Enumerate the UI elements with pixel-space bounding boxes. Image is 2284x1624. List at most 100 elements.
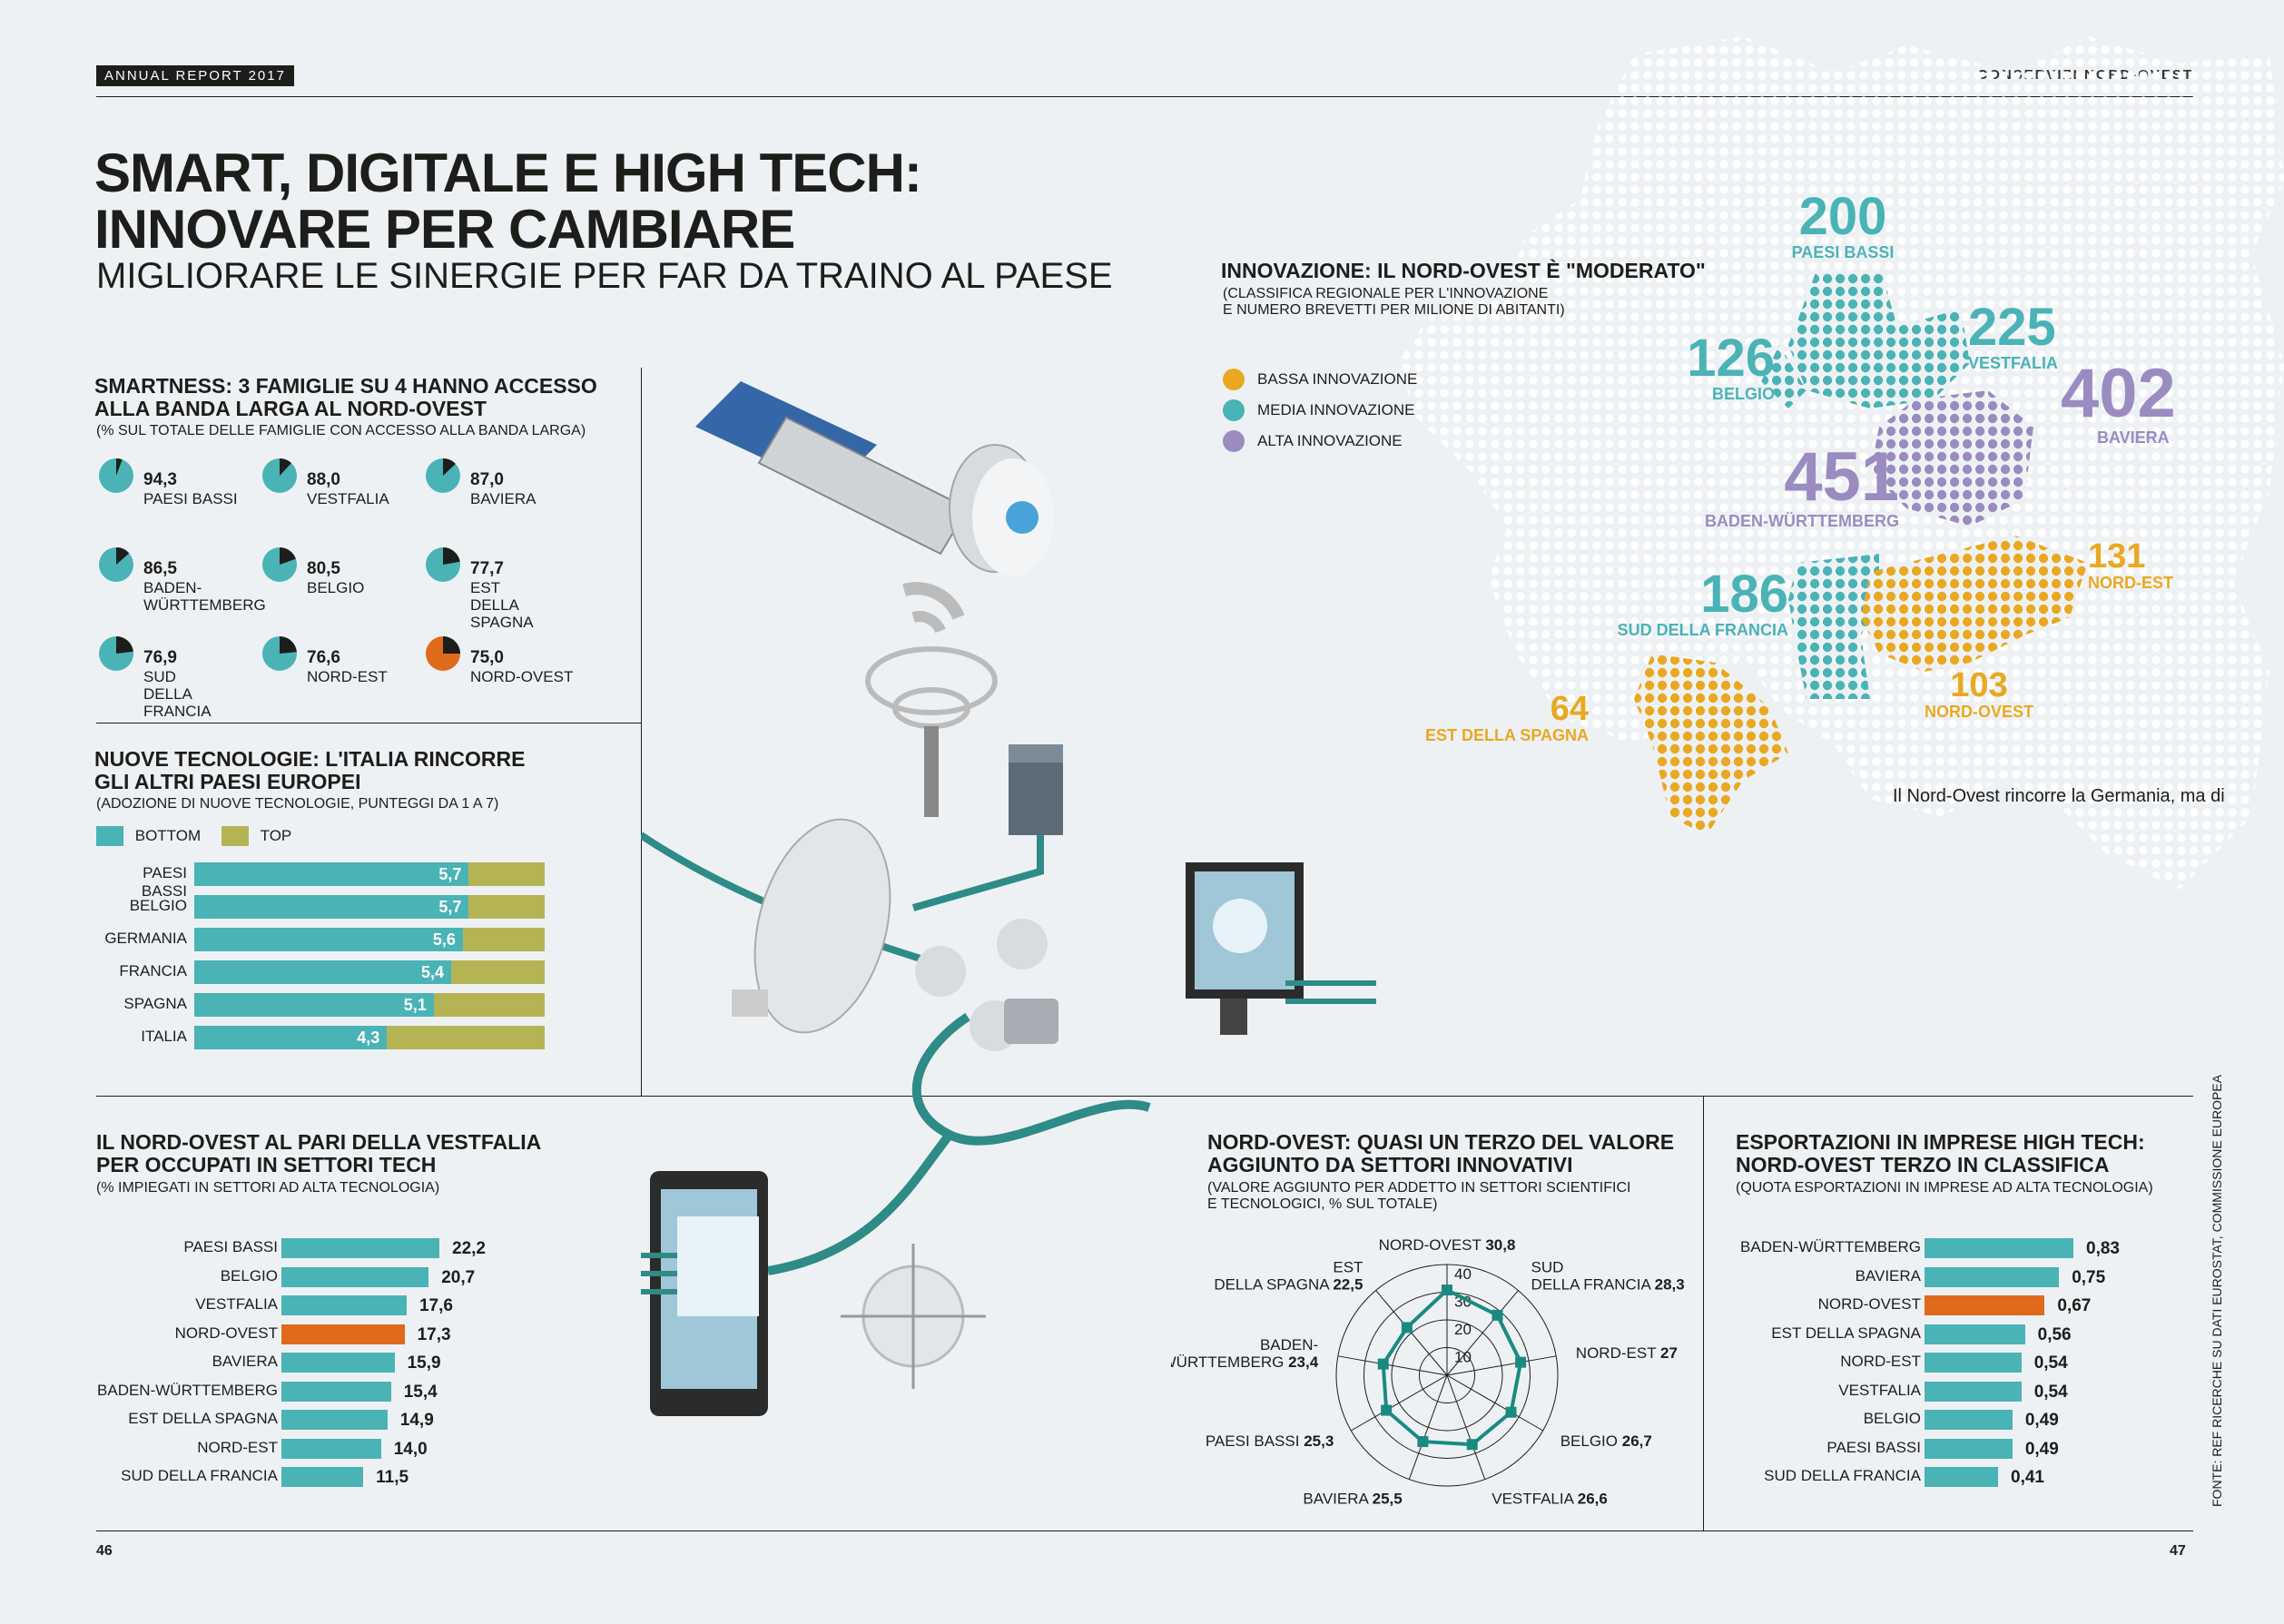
bar-mark xyxy=(1925,1295,2045,1315)
bar-value-label: 15,9 xyxy=(407,1353,441,1373)
pie-label: NORD-EST xyxy=(307,668,388,685)
bar-mark xyxy=(1925,1381,2022,1402)
region-number: 131 xyxy=(2088,537,2146,576)
pie-remainder-slice xyxy=(280,636,297,654)
legend-dot-icon xyxy=(1223,369,1245,390)
radar-point xyxy=(1381,1404,1393,1416)
radar-category-label: VESTFALIA 26,6 xyxy=(1491,1490,1608,1507)
region-label-paesi-bassi: 200 PAESI BASSI xyxy=(1788,191,1897,262)
bar-value-label: 5,7 xyxy=(438,865,462,883)
bar-value-label: 5,4 xyxy=(421,963,445,981)
radar-subtitle-line-1: (VALORE AGGIUNTO PER ADDETTO IN SETTORI … xyxy=(1207,1180,1631,1196)
bar-value-label: 5,6 xyxy=(432,930,456,949)
bar-category-label: SUD DELLA FRANCIA xyxy=(1764,1467,1921,1484)
page-title: SMART, DIGITALE E HIGH TECH: INNOVARE PE… xyxy=(94,145,922,260)
region-name: VESTFALIA xyxy=(1968,354,2059,372)
region-baviera xyxy=(1870,390,2033,527)
smartness-pie-grid: 94,3 PAESI BASSI 88,0 VESTFALIA 87,0 BAVIERA 8… xyxy=(98,458,606,721)
pie-value: 76,9 xyxy=(143,648,177,667)
pie-item: 75,0 NORD-OVEST xyxy=(425,635,579,717)
bar-bottom-segment xyxy=(194,993,434,1017)
region-number: 402 xyxy=(2061,355,2176,432)
bar-value-label: 0,54 xyxy=(2033,1382,2068,1402)
bar-category-label: PAESI BASSI xyxy=(141,864,187,900)
employ-bar-chart: PAESI BASSI 22,2 BELGIO 20,7 VESTFALIA 17,6 NO… xyxy=(96,1238,605,1501)
innovation-title: INNOVAZIONE: IL NORD-OVEST È "MODERATO" xyxy=(1221,259,1706,282)
bar-category-label: BADEN-WÜRTTEMBERG xyxy=(97,1381,278,1399)
bar-mark xyxy=(1925,1467,1998,1487)
bar-value-label: 0,49 xyxy=(2024,1411,2059,1430)
bar-value-label: 15,4 xyxy=(403,1382,438,1402)
pie-item: 87,0 BAVIERA xyxy=(425,458,579,539)
bar-mark xyxy=(281,1295,407,1315)
bar-value-label: 0,49 xyxy=(2024,1439,2059,1459)
region-label-baden: 451 BADEN-WÜRTTEMBERG xyxy=(1690,443,1899,531)
bar-category-label: BELGIO xyxy=(129,897,187,914)
region-label-belgio: 126 BELGIO xyxy=(1684,332,1775,404)
title-line-2: INNOVARE PER CAMBIARE xyxy=(94,199,795,260)
legend-label: BASSA INNOVAZIONE xyxy=(1257,370,1418,388)
bar-bottom-segment xyxy=(194,862,469,886)
radar-point xyxy=(1466,1439,1478,1451)
pie-value: 80,5 xyxy=(307,559,340,578)
legend-bottom-label: BOTTOM xyxy=(134,827,202,844)
bar-value-label: 14,9 xyxy=(399,1411,434,1430)
footer-rule xyxy=(96,1530,2193,1531)
report-tag: ANNUAL REPORT 2017 xyxy=(96,65,294,86)
region-number: 103 xyxy=(1950,666,2008,704)
pie-remainder-slice xyxy=(116,458,123,476)
tablet-icon xyxy=(641,1171,768,1416)
legend-item-bassa: BASSA INNOVAZIONE xyxy=(1223,369,1417,399)
bar-value-label: 0,75 xyxy=(2072,1267,2106,1287)
pie-value: 76,6 xyxy=(307,648,340,667)
export-title: ESPORTAZIONI IN IMPRESE HIGH TECH: NORD-… xyxy=(1736,1131,2145,1176)
region-number: 186 xyxy=(1700,565,1788,624)
bar-category-label: BELGIO xyxy=(1863,1410,1921,1427)
radar-category-label: BADEN-WÜRTTEMBERG 23,4 xyxy=(1171,1336,1319,1371)
pie-label: NORD-OVEST xyxy=(470,668,573,685)
region-label-nord-est: 131 NORD-EST xyxy=(2088,539,2173,593)
bar-value-label: 22,2 xyxy=(452,1239,486,1258)
monitor-icon xyxy=(1186,862,1376,1035)
radar-point xyxy=(1377,1358,1389,1370)
legend-top-label: TOP xyxy=(260,827,292,844)
bar-bottom-segment xyxy=(194,1026,388,1049)
bar-category-label: FRANCIA xyxy=(119,962,187,979)
bar-category-label: NORD-OVEST xyxy=(1817,1295,1921,1313)
pie-label-line: WÜRTTEMBERG xyxy=(143,596,266,614)
legend-dot-icon xyxy=(1223,430,1245,452)
bar-mark xyxy=(1925,1410,2013,1430)
bar-category-label: SUD DELLA FRANCIA xyxy=(121,1467,278,1484)
right-column-divider xyxy=(1703,1097,1704,1530)
pie-chart-mark xyxy=(99,547,133,582)
page-subtitle: MIGLIORARE LE SINERGIE PER FAR DA TRAINO… xyxy=(96,256,1113,296)
pie-label-line: BAVIERA xyxy=(470,490,537,507)
region-est-spagna xyxy=(1634,654,1788,835)
pie-label-line: SUD xyxy=(143,668,176,685)
pie-label-line: BADEN- xyxy=(143,579,202,596)
export-title-line-1: ESPORTAZIONI IN IMPRESE HIGH TECH: xyxy=(1736,1130,2145,1154)
pie-chart-mark xyxy=(426,547,460,582)
bar-category-label: BELGIO xyxy=(220,1266,278,1284)
radar-tick-label: 40 xyxy=(1454,1265,1472,1283)
bar-bottom-segment xyxy=(194,928,463,951)
smartness-subtitle: (% SUL TOTALE DELLE FAMIGLIE CON ACCESSO… xyxy=(96,423,586,438)
radar-category-label: PAESI BASSI 25,3 xyxy=(1206,1432,1334,1450)
pie-item: 80,5 BELGIO xyxy=(261,546,416,628)
phone-icon xyxy=(1004,999,1058,1044)
legend-item-media: MEDIA INNOVAZIONE xyxy=(1223,399,1417,430)
pie-label: BAVIERA xyxy=(470,490,536,507)
pie-item: 94,3 PAESI BASSI xyxy=(98,458,252,539)
pie-remainder-slice xyxy=(116,547,130,565)
pie-label-line: EST xyxy=(470,579,501,596)
bar-bottom-segment xyxy=(194,895,469,919)
bar-category-label: BADEN-WÜRTTEMBERG xyxy=(1740,1238,1921,1255)
innovation-map xyxy=(1634,272,2088,835)
bar-value-label: 11,5 xyxy=(376,1468,409,1487)
region-name: SUD DELLA FRANCIA xyxy=(1617,621,1788,639)
region-name: NORD-EST xyxy=(2088,574,2173,592)
mid-rule xyxy=(96,1096,2193,1097)
bar-category-label: VESTFALIA xyxy=(1838,1381,1921,1399)
map-caption: Il Nord-Ovest rincorre la Germania, ma d… xyxy=(1893,786,2225,806)
